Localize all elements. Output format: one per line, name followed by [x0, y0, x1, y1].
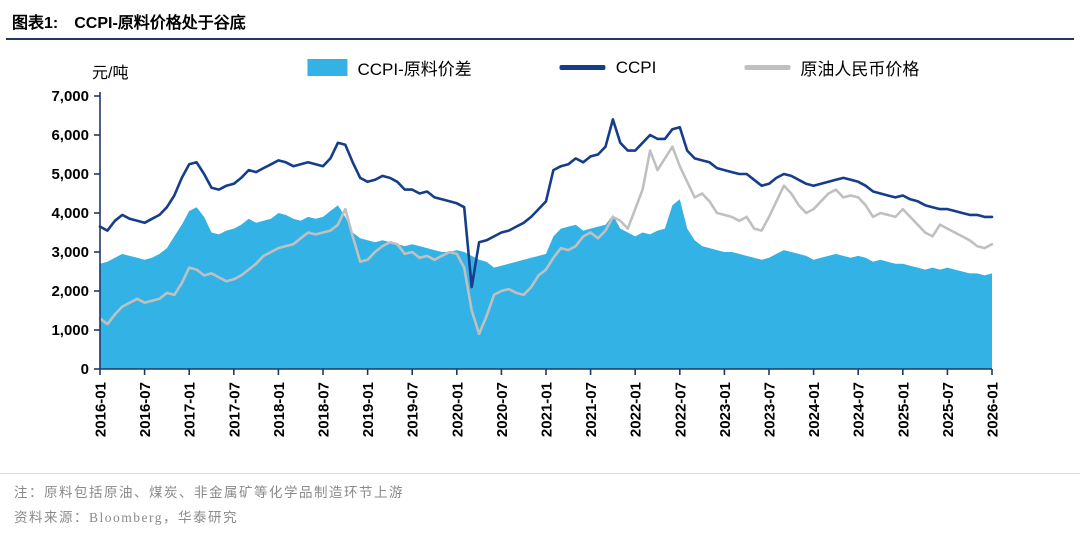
y-axis-unit-label: 元/吨: [92, 65, 129, 82]
svg-text:2021-01: 2021-01: [539, 382, 556, 437]
svg-text:2022-01: 2022-01: [628, 382, 645, 437]
line-swatch-oil-icon: [744, 65, 791, 70]
line-swatch-ccpi-icon: [559, 65, 606, 70]
legend-label-spread: CCPI-原料价差: [357, 60, 472, 79]
svg-text:3,000: 3,000: [51, 244, 89, 261]
figure-number: 图表1:: [12, 15, 59, 32]
legend-label-ccpi: CCPI: [615, 57, 657, 77]
svg-text:2022-07: 2022-07: [672, 382, 689, 437]
svg-text:4,000: 4,000: [51, 205, 89, 222]
svg-text:2,000: 2,000: [51, 283, 89, 300]
header-divider: [6, 38, 1074, 40]
note-line: 注：原料包括原油、煤炭、非金属矿等化学品制造环节上游: [14, 485, 404, 500]
svg-text:2021-07: 2021-07: [583, 382, 600, 437]
svg-text:2017-01: 2017-01: [182, 382, 199, 437]
figure-header: 图表1: CCPI-原料价格处于谷底: [0, 0, 1080, 38]
svg-text:2024-01: 2024-01: [806, 382, 823, 437]
svg-text:2023-07: 2023-07: [762, 382, 779, 437]
legend-item-spread: CCPI-原料价差: [307, 55, 472, 80]
svg-text:2019-01: 2019-01: [360, 382, 377, 437]
svg-text:2024-07: 2024-07: [851, 382, 868, 437]
footer-divider: [0, 473, 1080, 474]
svg-text:2017-07: 2017-07: [226, 382, 243, 437]
svg-text:2020-01: 2020-01: [449, 382, 466, 437]
svg-text:2016-07: 2016-07: [137, 382, 154, 437]
footnotes: 注：原料包括原油、煤炭、非金属矿等化学品制造环节上游 资料来源：Bloomber…: [0, 474, 1080, 538]
svg-text:2026-01: 2026-01: [985, 382, 1002, 437]
svg-text:7,000: 7,000: [51, 88, 89, 105]
svg-text:2018-07: 2018-07: [316, 382, 333, 437]
svg-text:0: 0: [81, 361, 89, 378]
svg-text:2019-07: 2019-07: [405, 382, 422, 437]
legend-item-oil: 原油人民币价格: [744, 55, 919, 80]
legend-label-oil: 原油人民币价格: [800, 60, 920, 79]
svg-text:2016-01: 2016-01: [93, 382, 110, 437]
svg-text:2020-07: 2020-07: [494, 382, 511, 437]
price-line-chart: 0 1,000 2,000 3,000 4,000 5,000 6,000 7,000 2016…: [51, 88, 1002, 437]
svg-text:6,000: 6,000: [51, 127, 89, 144]
svg-text:1,000: 1,000: [51, 322, 89, 339]
area-swatch-icon: [307, 59, 348, 76]
figure-title: CCPI-原料价格处于谷底: [74, 15, 246, 32]
legend-row: 元/吨 CCPI-原料价差 CCPI 原油人民币价格: [0, 52, 1080, 86]
source-line: 资料来源：Bloomberg，华泰研究: [14, 509, 238, 525]
legend-item-ccpi: CCPI: [559, 57, 657, 78]
svg-text:2025-01: 2025-01: [895, 382, 912, 437]
svg-text:2018-01: 2018-01: [271, 382, 288, 437]
chart-legend: CCPI-原料价差 CCPI 原油人民币价格: [307, 55, 919, 80]
svg-text:2025-07: 2025-07: [940, 382, 957, 437]
svg-text:2023-01: 2023-01: [717, 382, 734, 437]
svg-text:5,000: 5,000: [51, 166, 89, 183]
